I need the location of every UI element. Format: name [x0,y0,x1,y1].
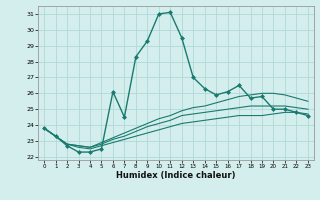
X-axis label: Humidex (Indice chaleur): Humidex (Indice chaleur) [116,171,236,180]
